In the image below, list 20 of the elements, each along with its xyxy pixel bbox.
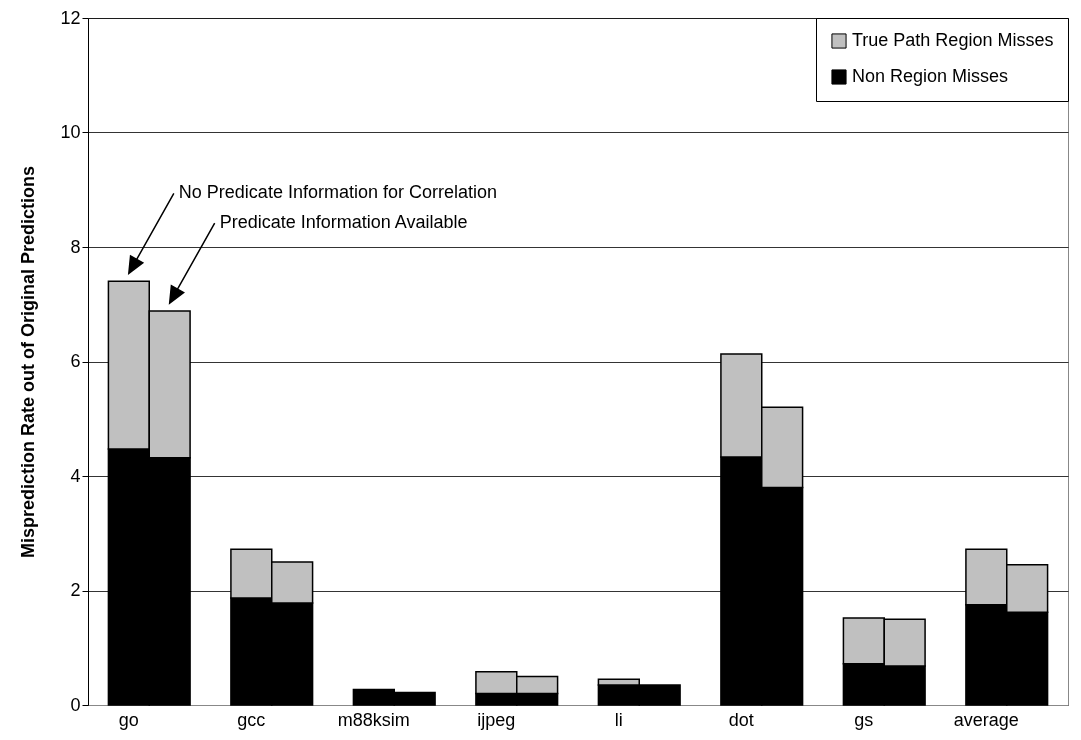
legend-label: Non Region Misses <box>852 66 1009 86</box>
y-tick-label: 8 <box>70 236 81 257</box>
x-tick-label: go <box>118 709 139 730</box>
y-tick-label: 4 <box>70 465 81 486</box>
legend-label: True Path Region Misses <box>852 30 1054 50</box>
x-tick-label: gs <box>854 709 874 730</box>
annotation: No Predicate Information for Correlation <box>178 182 497 203</box>
y-tick-label: 6 <box>70 351 81 371</box>
y-tick-label: 0 <box>70 694 81 715</box>
y-tick-label: 12 <box>60 7 81 28</box>
x-tick-label: gcc <box>237 709 266 730</box>
annotation: Predicate Information Available <box>219 212 468 233</box>
y-tick-label: 10 <box>60 122 81 142</box>
x-tick-label: average <box>953 709 1019 730</box>
x-tick-label: ijpeg <box>477 709 516 730</box>
y-tick-label: 2 <box>70 580 81 600</box>
x-tick-label: li <box>614 709 623 730</box>
y-axis-title: Misprediction Rate out of Original Predictions <box>18 165 39 559</box>
x-tick-label: dot <box>728 709 754 730</box>
x-tick-label: m88ksim <box>337 709 410 730</box>
